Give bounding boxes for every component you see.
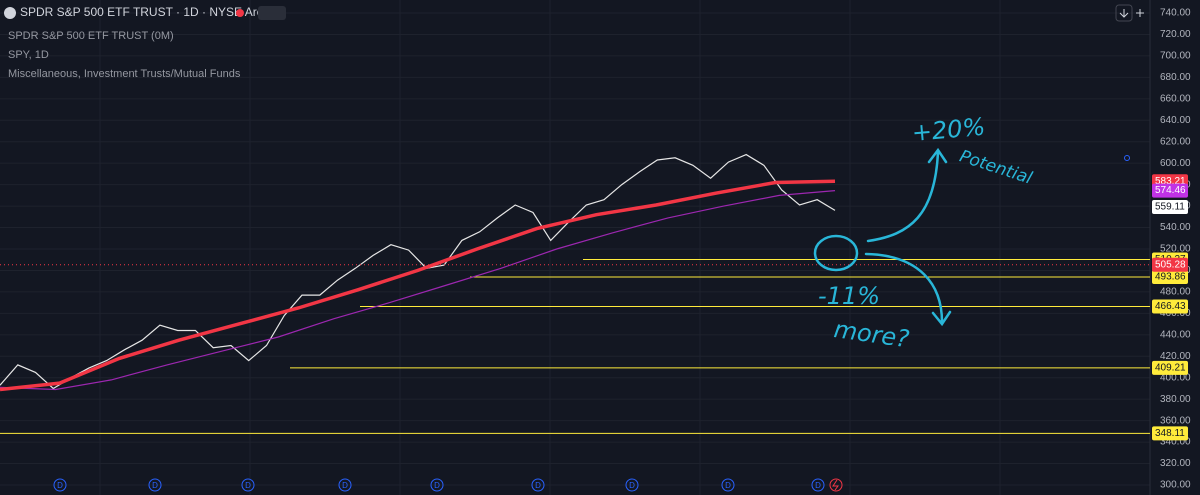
price-line xyxy=(0,190,836,391)
y-tick-label: 420.00 xyxy=(1160,351,1191,362)
event-icon xyxy=(721,478,735,492)
y-tick-label: 620.00 xyxy=(1160,136,1191,147)
price-tag-label: 574.46 xyxy=(1155,185,1186,196)
price-tag-label: 559.11 xyxy=(1155,202,1185,213)
y-tick-label: 680.00 xyxy=(1160,72,1191,83)
event-icon xyxy=(811,478,825,492)
price-tag xyxy=(1152,426,1188,441)
event-icon xyxy=(148,478,162,492)
price-tag-label: 348.11 xyxy=(1155,428,1185,439)
event-icon xyxy=(531,478,545,492)
event-label: D xyxy=(815,481,821,490)
event-label: D xyxy=(434,481,440,490)
y-tick-label: 380.00 xyxy=(1160,394,1191,405)
highlight-circle xyxy=(813,234,859,272)
drawing xyxy=(813,147,952,327)
y-tick-label: 720.00 xyxy=(1160,29,1191,40)
price-tag xyxy=(1152,200,1188,215)
event-icon xyxy=(338,478,352,492)
scroll-button[interactable] xyxy=(1115,4,1133,22)
price-line xyxy=(0,153,836,390)
event-label: D xyxy=(535,481,541,490)
symbol-logo xyxy=(4,7,16,19)
price-tag-label: 409.21 xyxy=(1155,362,1186,373)
event-icon xyxy=(241,478,255,492)
event-label: D xyxy=(725,481,731,490)
y-tick-label: 340.00 xyxy=(1160,437,1191,448)
subtitle: SPDR S&P 500 ETF TRUST (0M) xyxy=(8,30,174,42)
y-tick-label: 460.00 xyxy=(1160,308,1191,319)
market-status xyxy=(236,9,244,17)
y-tick-label: 320.00 xyxy=(1160,458,1191,469)
plot-area xyxy=(0,153,1150,434)
y-tick-label: 400.00 xyxy=(1160,372,1191,383)
price-tag xyxy=(1152,183,1188,198)
event-label: D xyxy=(152,481,158,490)
alert-dot xyxy=(1124,155,1130,161)
y-tick-label: 300.00 xyxy=(1160,480,1191,491)
price-tag-label: 466.43 xyxy=(1155,301,1186,312)
y-tick-label: 520.00 xyxy=(1160,244,1191,255)
price-tag-label: 493.86 xyxy=(1155,272,1186,283)
price-tag xyxy=(1152,270,1188,285)
y-tick-label: 360.00 xyxy=(1160,415,1191,426)
down-arrow xyxy=(864,252,952,327)
lightning-icon xyxy=(832,479,839,491)
price-tag-label: 583.21 xyxy=(1155,176,1186,187)
event-icon xyxy=(430,478,444,492)
price-tag xyxy=(1152,299,1188,314)
event-label: D xyxy=(57,481,63,490)
price-tag xyxy=(1152,257,1188,272)
earnings-icon[interactable] xyxy=(829,478,843,492)
event-icon xyxy=(53,478,67,492)
y-tick-label: 480.00 xyxy=(1160,287,1191,298)
up-arrow xyxy=(866,147,948,243)
chart-title: SPDR S&P 500 ETF TRUST · 1D · NYSE Arca xyxy=(20,5,270,19)
annotation: -11% xyxy=(818,282,880,310)
annotation: +20% xyxy=(911,113,987,147)
y-tick-label: 600.00 xyxy=(1160,158,1191,169)
y-tick-label: 700.00 xyxy=(1160,51,1191,62)
add-button[interactable] xyxy=(1136,9,1144,17)
indicator-buttons[interactable] xyxy=(258,6,286,20)
event-label: D xyxy=(629,481,635,490)
sector: Miscellaneous, Investment Trusts/Mutual … xyxy=(8,68,241,80)
symbol: SPY, 1D xyxy=(8,49,49,61)
y-tick-label: 440.00 xyxy=(1160,329,1191,340)
y-tick-label: 660.00 xyxy=(1160,93,1191,104)
price-tag xyxy=(1152,360,1188,375)
down-arrow-icon xyxy=(1119,9,1129,18)
event-label: D xyxy=(342,481,348,490)
grid xyxy=(0,0,1150,495)
y-tick-label: 540.00 xyxy=(1160,222,1191,233)
y-tick-label: 640.00 xyxy=(1160,115,1191,126)
price-line xyxy=(0,179,836,392)
event-icon xyxy=(625,478,639,492)
price-tag-label: 505.28 xyxy=(1155,259,1186,270)
event-label: D xyxy=(245,481,251,490)
y-tick-label: 740.00 xyxy=(1160,8,1191,19)
